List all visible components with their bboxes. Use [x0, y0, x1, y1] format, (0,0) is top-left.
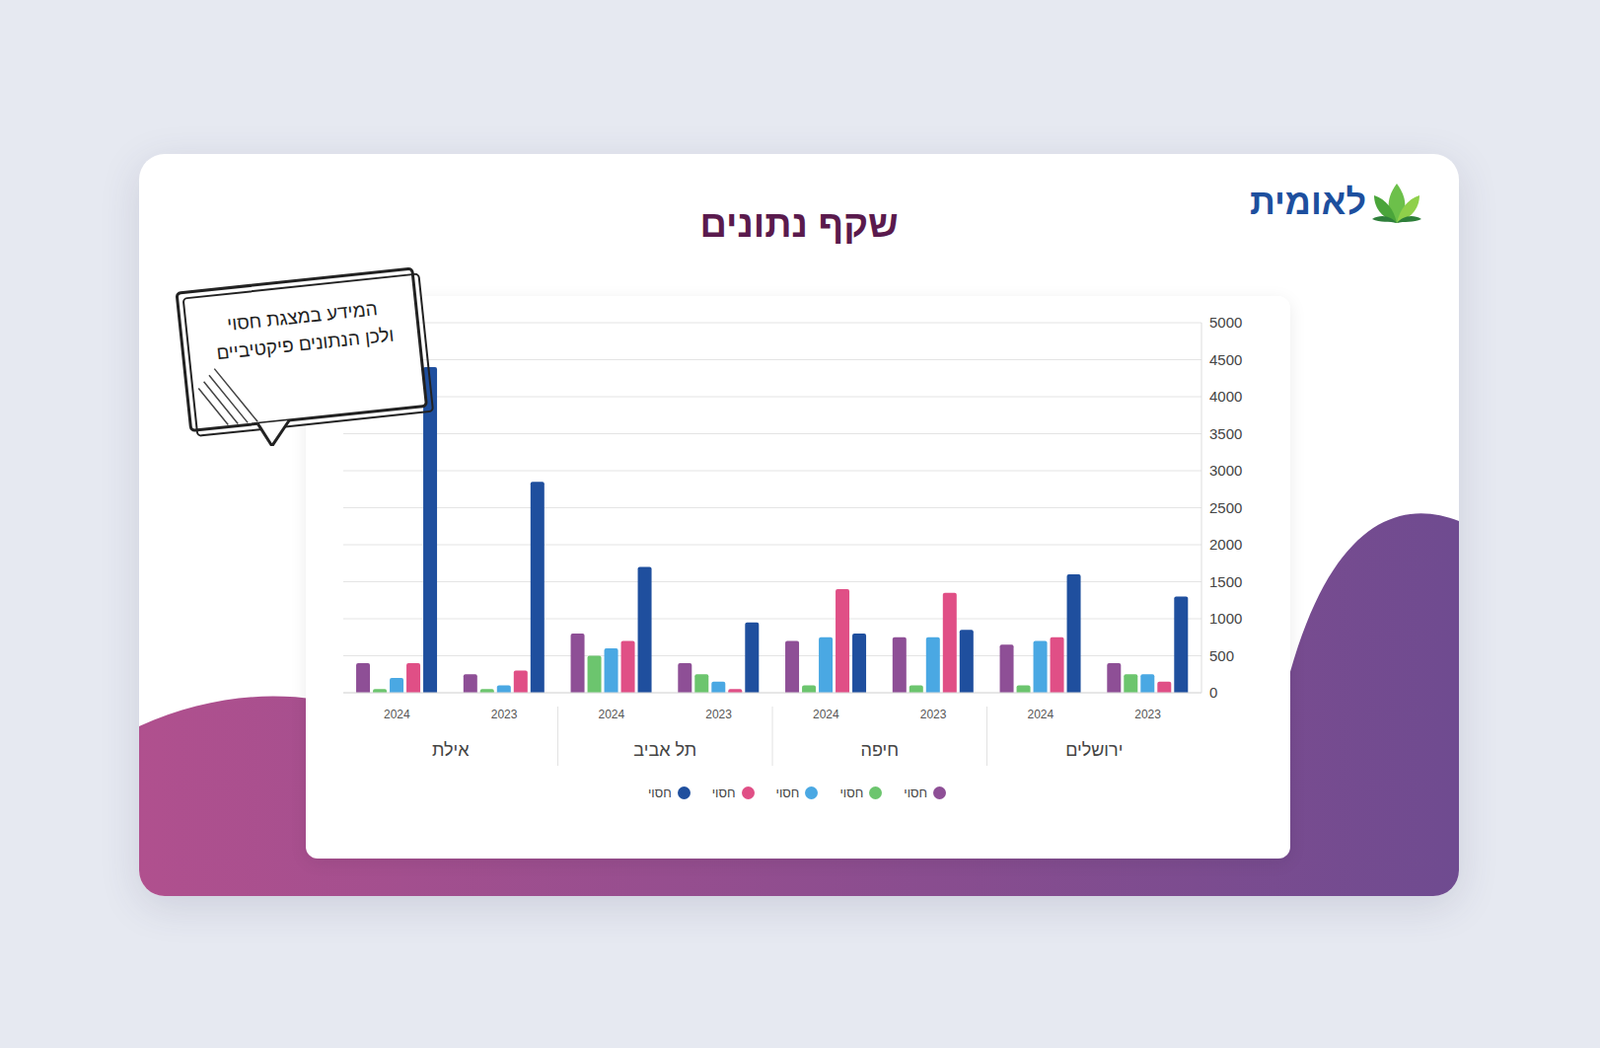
- svg-text:אילת: אילת: [432, 739, 470, 760]
- svg-text:2023: 2023: [705, 707, 732, 722]
- svg-text:2023: 2023: [1134, 707, 1162, 722]
- svg-text:תל אביב: תל אביב: [633, 739, 697, 760]
- svg-text:3000: 3000: [1209, 461, 1242, 479]
- html-text:חסוי: חסוי: [903, 785, 928, 800]
- svg-text:חיפה: חיפה: [860, 739, 899, 760]
- html-text:ולכן הנתונים פיקטיביים: ולכן הנתונים פיקטיביים: [215, 324, 395, 364]
- svg-text:1500: 1500: [1209, 573, 1242, 590]
- svg-text:0: 0: [1209, 683, 1218, 701]
- html-text:שקף נתונים: שקף נתונים: [699, 203, 899, 245]
- svg-text:4500: 4500: [1209, 351, 1242, 368]
- html-text:חסוי: חסוי: [839, 785, 864, 800]
- svg-text:2024: 2024: [598, 707, 626, 722]
- svg-text:5000: 5000: [1209, 313, 1242, 331]
- html-text:המידע במצגת חסוי: המידע במצגת חסוי: [226, 298, 379, 335]
- svg-text:2500: 2500: [1209, 499, 1242, 516]
- svg-text:3500: 3500: [1209, 425, 1242, 442]
- html-text:לאומית: לאומית: [1249, 181, 1367, 222]
- svg-text:4000: 4000: [1209, 387, 1242, 405]
- html-text:חסוי: חסוי: [775, 785, 800, 800]
- html-text:חסוי: חסוי: [711, 785, 736, 800]
- svg-text:2024: 2024: [812, 707, 840, 722]
- html-text:חסוי: חסוי: [647, 785, 672, 800]
- svg-text:2024: 2024: [383, 707, 411, 722]
- svg-text:2000: 2000: [1209, 535, 1242, 553]
- svg-text:1000: 1000: [1209, 609, 1242, 627]
- svg-text:2023: 2023: [920, 707, 947, 722]
- svg-text:2024: 2024: [1027, 707, 1055, 722]
- svg-text:500: 500: [1209, 647, 1235, 664]
- svg-text:2023: 2023: [491, 707, 518, 722]
- svg-text:ירושלים: ירושלים: [1065, 739, 1123, 760]
